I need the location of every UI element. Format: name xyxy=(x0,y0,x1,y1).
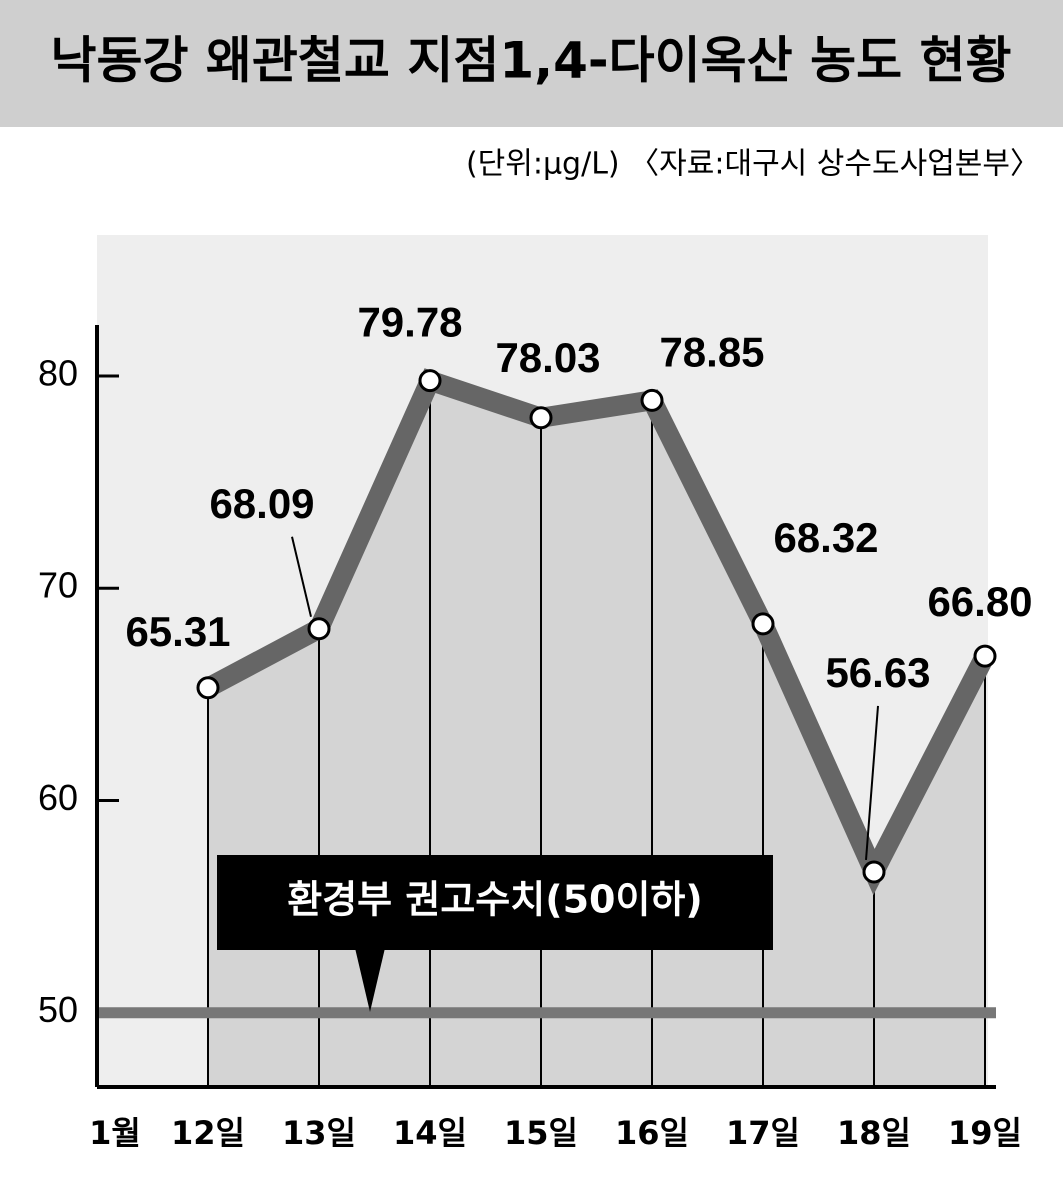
chart-subtitle: (단위:μg/L) 〈자료:대구시 상수도사업본부〉 xyxy=(466,147,1040,182)
data-point xyxy=(751,612,775,636)
annotation-pointer xyxy=(355,948,385,1012)
x-tick-label: 16일 xyxy=(615,1114,689,1152)
annotation-box xyxy=(217,855,773,950)
annotation-label: 환경부 권고수치(50이하) xyxy=(287,878,703,922)
leader-line xyxy=(865,705,879,861)
data-point xyxy=(862,860,886,884)
y-tick-label: 60 xyxy=(38,777,78,818)
y-tick-label: 80 xyxy=(38,352,78,393)
value-label: 68.32 xyxy=(773,514,878,561)
data-point xyxy=(196,676,220,700)
x-tick-label: 19일 xyxy=(948,1114,1022,1152)
value-label: 78.03 xyxy=(495,334,600,381)
data-point xyxy=(973,644,997,668)
value-label: 68.09 xyxy=(209,480,314,527)
x-tick-label: 14일 xyxy=(393,1114,467,1152)
title-bar xyxy=(0,0,1063,127)
value-label: 66.80 xyxy=(927,578,1032,625)
x-tick-label: 13일 xyxy=(282,1114,356,1152)
y-tick-label: 70 xyxy=(38,565,78,606)
leader-line xyxy=(291,536,312,617)
x-tick-label: 17일 xyxy=(726,1114,800,1152)
value-label: 56.63 xyxy=(825,649,930,696)
month-label: 1월 xyxy=(89,1114,141,1152)
plot: 50 60 70 80 65.31 12일 68.09 13일 79.78 14일 78.03 15일… xyxy=(38,299,1033,1152)
data-point xyxy=(307,617,331,641)
value-label: 78.85 xyxy=(659,328,764,375)
y-tick-label: 50 xyxy=(38,989,78,1030)
data-point xyxy=(418,369,442,393)
chart-title: 낙동강 왜관철교 지점1,4-다이옥산 농도 현황 xyxy=(51,32,1012,90)
x-tick-label: 18일 xyxy=(837,1114,911,1152)
data-point xyxy=(640,388,664,412)
data-line xyxy=(203,368,994,896)
x-tick-label: 15일 xyxy=(504,1114,578,1152)
value-label: 65.31 xyxy=(125,608,230,655)
value-label: 79.78 xyxy=(357,299,462,346)
data-point xyxy=(529,406,553,430)
x-tick-label: 12일 xyxy=(171,1114,245,1152)
